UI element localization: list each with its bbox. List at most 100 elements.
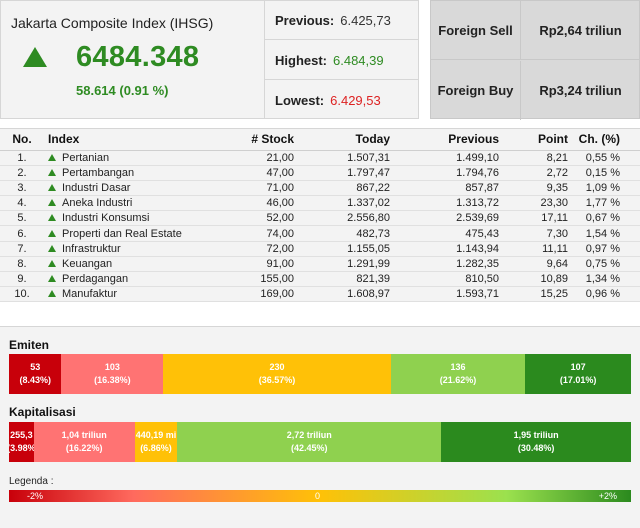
table-row: 9. Perdagangan 155,00 821,39 810,50 10,89 1,34… [0, 272, 640, 287]
row-change: 0,15 % [585, 166, 620, 179]
highest-label: Highest: [275, 52, 327, 68]
row-change: 0,55 % [585, 151, 620, 164]
table-row: 8. Keuangan 91,00 1.291,99 1.282,35 9,64 0,75 … [0, 256, 640, 272]
sector-table-panel: No. Index # Stock Today Previous Point C… [0, 128, 640, 303]
row-stock: 169,00 [260, 288, 294, 301]
up-triangle-icon [48, 229, 56, 237]
emiten-segment-percent: (8.43%) [19, 375, 51, 385]
row-stock: 46,00 [266, 197, 294, 210]
kapitalisasi-segment-percent: (42.45%) [291, 443, 328, 453]
kapitalisasi-segment-value: 2,72 triliun [286, 430, 332, 440]
lowest-value: 6.429,53 [330, 93, 381, 108]
row-no: 2. [17, 166, 27, 179]
kapitalisasi-segment-value: 440,19 mi [135, 430, 177, 440]
row-change: 0,96 % [585, 288, 620, 301]
row-stock: 71,00 [266, 181, 294, 194]
row-index-name: Aneka Industri [44, 196, 234, 211]
lowest-row: Lowest: 6.429,53 [265, 81, 418, 120]
kapitalisasi-segment-value: 1,04 triliun [61, 430, 107, 440]
table-row: 7. Infrastruktur 72,00 1.155,05 1.143,94 11,1… [0, 241, 640, 257]
row-index-name: Infrastruktur [44, 241, 234, 256]
emiten-segment-percent: (36.57%) [258, 375, 296, 385]
up-triangle-icon [48, 259, 56, 267]
row-stock: 91,00 [266, 257, 294, 270]
previous-row: Previous: 6.425,73 [265, 1, 418, 40]
header-previous: Previous [394, 129, 503, 151]
kapitalisasi-segment: 1,04 triliun (16.22%) [33, 422, 135, 462]
row-index-label: Pertambangan [62, 166, 135, 179]
row-today: 867,22 [356, 181, 390, 194]
up-triangle-icon [48, 290, 56, 298]
foreign-flow-box: Foreign Sell Rp2,64 triliun Foreign Buy … [430, 0, 640, 120]
row-point: 9,35 [546, 181, 568, 194]
row-change: 1,09 % [585, 181, 620, 194]
kapitalisasi-segment-value: 1,95 triliun [513, 430, 559, 440]
row-previous: 810,50 [465, 273, 499, 286]
row-change: 1,77 % [585, 197, 620, 210]
summary-panel: Jakarta Composite Index (IHSG) 6484.348 … [0, 0, 640, 120]
kapitalisasi-segment-percent: (30.48%) [517, 443, 555, 453]
row-stock: 72,00 [266, 242, 294, 255]
index-change: 58.614 (0.91 %) [76, 83, 169, 98]
kapitalisasi-segment: 2,72 triliun (42.45%) [177, 422, 442, 462]
row-index-label: Keuangan [62, 257, 113, 270]
header-today: Today [298, 129, 394, 151]
kapitalisasi-segment: 255,3 (3.98% [9, 422, 34, 462]
row-no: 5. [17, 212, 27, 225]
table-row: 5. Industri Konsumsi 52,00 2.556,80 2.539,69… [0, 211, 640, 226]
row-point: 11,11 [542, 242, 568, 255]
kapitalisasi-title: Kapitalisasi [9, 405, 76, 419]
table-row: 10. Manufaktur 169,00 1.608,97 1.593,71 15,25… [0, 287, 640, 302]
kapitalisasi-segment-value: 255,3 [10, 430, 33, 440]
row-index-name: Keuangan [44, 256, 234, 271]
stats-box: Previous: 6.425,73 Highest: 6.484,39 Low… [265, 0, 419, 119]
foreign-buy-label: Foreign Buy [431, 61, 521, 120]
row-today: 1.797,47 [347, 166, 390, 179]
row-no: 7. [17, 242, 27, 255]
kapitalisasi-segment-percent: (16.22%) [65, 443, 103, 453]
kapitalisasi-segment: 1,95 triliun (30.48%) [441, 422, 631, 462]
row-index-label: Properti dan Real Estate [62, 227, 182, 240]
row-previous: 1.794,76 [456, 166, 499, 179]
row-index-name: Industri Konsumsi [44, 211, 234, 226]
row-previous: 1.313,72 [456, 197, 499, 210]
emiten-segment-value: 53 [30, 362, 41, 372]
row-no: 1. [17, 151, 27, 164]
highest-row: Highest: 6.484,39 [265, 41, 418, 80]
row-no: 8. [17, 257, 27, 270]
row-no: 10. [14, 288, 30, 301]
row-today: 1.291,99 [347, 257, 390, 270]
legend-gradient: -2% 0 +2% [9, 490, 631, 502]
row-previous: 1.143,94 [456, 242, 499, 255]
table-row: 6. Properti dan Real Estate 74,00 482,73 475… [0, 226, 640, 242]
legend-max: +2% [598, 491, 617, 501]
row-no: 3. [17, 181, 27, 194]
row-index-label: Manufaktur [62, 288, 118, 301]
row-today: 821,39 [356, 273, 390, 286]
row-point: 2,72 [546, 166, 568, 179]
row-change: 1,34 % [585, 273, 620, 286]
row-previous: 857,87 [465, 181, 499, 194]
row-today: 482,73 [356, 227, 390, 240]
row-no: 4. [17, 197, 27, 210]
row-change: 0,67 % [585, 212, 620, 225]
row-no: 6. [17, 227, 27, 240]
kapitalisasi-segment: 440,19 mi (6.86%) [134, 422, 178, 462]
row-index-name: Industri Dasar [44, 180, 234, 195]
row-index-label: Pertanian [62, 151, 110, 164]
row-point: 23,30 [540, 197, 568, 210]
index-value: 6484.348 [76, 41, 200, 73]
row-point: 10,89 [540, 273, 568, 286]
foreign-sell-row: Foreign Sell Rp2,64 triliun [431, 1, 640, 60]
header-no: No. [0, 129, 44, 151]
row-index-label: Industri Konsumsi [62, 212, 150, 225]
up-triangle-icon [48, 168, 56, 176]
row-index-label: Infrastruktur [62, 242, 121, 255]
row-previous: 2.539,69 [456, 212, 499, 225]
foreign-buy-value: Rp3,24 triliun [539, 83, 622, 98]
row-no: 9. [17, 273, 27, 286]
row-index-name: Manufaktur [44, 287, 234, 302]
header-stock: # Stock [234, 129, 298, 151]
row-stock: 155,00 [260, 273, 294, 286]
up-triangle-icon [48, 214, 56, 222]
